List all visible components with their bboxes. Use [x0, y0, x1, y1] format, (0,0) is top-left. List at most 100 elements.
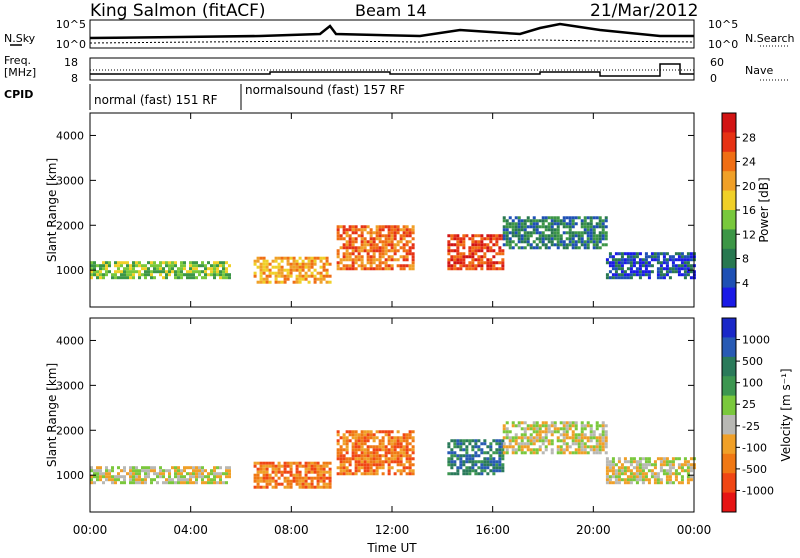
- echo-cell: [471, 264, 475, 268]
- echo-cell: [114, 475, 117, 479]
- echo-cell: [608, 264, 612, 268]
- echo-cell: [262, 262, 266, 266]
- echo-cell: [363, 433, 367, 437]
- echo-cell: [360, 439, 364, 443]
- echo-cell: [498, 460, 502, 464]
- echo-cell: [471, 463, 475, 467]
- echo-cell: [511, 228, 515, 232]
- echo-cell: [553, 216, 557, 220]
- echo-cell: [459, 243, 463, 247]
- echo-cell: [571, 451, 575, 455]
- echo-cell: [274, 464, 278, 468]
- echo-cell: [328, 476, 332, 480]
- echo-cell: [289, 265, 293, 269]
- echo-cell: [659, 457, 663, 461]
- echo-cell: [447, 258, 451, 262]
- echo-cell: [671, 481, 675, 485]
- echo-cell: [357, 448, 361, 452]
- echo-cell: [498, 249, 502, 253]
- echo-cell: [580, 237, 584, 241]
- echo-cell: [583, 243, 587, 247]
- echo-cell: [348, 246, 352, 250]
- echo-cell: [456, 249, 460, 253]
- echo-cell: [626, 252, 630, 256]
- echo-cell: [177, 273, 180, 277]
- noise-left-tick-bottom: 10^0: [56, 38, 86, 51]
- echo-cell: [517, 222, 521, 226]
- echo-cell: [381, 255, 385, 259]
- echo-cell: [574, 424, 578, 428]
- echo-cell: [357, 249, 361, 253]
- echo-cell: [553, 231, 557, 235]
- echo-cell: [532, 436, 536, 440]
- echo-cell: [674, 267, 678, 271]
- echo-cell: [550, 231, 554, 235]
- echo-cell: [207, 261, 210, 265]
- echo-cell: [102, 472, 105, 476]
- echo-cell: [123, 267, 126, 271]
- echo-cell: [147, 261, 150, 265]
- echo-cell: [686, 264, 690, 268]
- echo-cell: [262, 476, 266, 480]
- echo-cell: [351, 264, 355, 268]
- echo-cell: [342, 454, 346, 458]
- echo-cell: [453, 454, 457, 458]
- echo-cell: [316, 464, 320, 468]
- colorbar-segment: [722, 376, 736, 397]
- echo-cell: [339, 246, 343, 250]
- echo-cell: [541, 451, 545, 455]
- echo-cell: [495, 237, 499, 241]
- echo-cell: [520, 222, 524, 226]
- echo-cell: [486, 243, 490, 247]
- echo-cell: [562, 436, 566, 440]
- echo-cell: [620, 469, 624, 473]
- echo-cell: [517, 231, 521, 235]
- echo-cell: [480, 466, 484, 470]
- echo-cell: [256, 485, 260, 489]
- echo-cell: [307, 268, 311, 272]
- echo-cell: [592, 448, 596, 452]
- echo-cell: [396, 457, 400, 461]
- echo-cell: [120, 469, 123, 473]
- echo-cell: [295, 265, 299, 269]
- echo-cell: [501, 448, 505, 452]
- echo-cell: [372, 255, 376, 259]
- echo-cell: [186, 270, 189, 274]
- echo-cell: [592, 246, 596, 250]
- echo-cell: [372, 451, 376, 455]
- echo-cell: [360, 442, 364, 446]
- echo-cell: [450, 463, 454, 467]
- echo-cell: [378, 252, 382, 256]
- echo-cell: [354, 228, 358, 232]
- echo-cell: [366, 457, 370, 461]
- echo-cell: [471, 466, 475, 470]
- echo-cell: [659, 463, 663, 467]
- echo-cell: [298, 271, 302, 275]
- echo-cell: [393, 451, 397, 455]
- echo-cell: [363, 243, 367, 247]
- echo-cell: [586, 222, 590, 226]
- echo-cell: [517, 246, 521, 250]
- echo-cell: [342, 439, 346, 443]
- echo-cell: [614, 258, 618, 262]
- echo-cell: [450, 460, 454, 464]
- echo-cell: [283, 277, 287, 281]
- echo-cell: [408, 433, 412, 437]
- echo-cell: [489, 454, 493, 458]
- echo-cell: [292, 479, 296, 483]
- echo-cell: [378, 454, 382, 458]
- echo-cell: [453, 451, 457, 455]
- echo-cell: [529, 219, 533, 223]
- echo-cell: [480, 463, 484, 467]
- echo-cell: [468, 469, 472, 473]
- echo-cell: [322, 464, 326, 468]
- echo-cell: [689, 475, 693, 479]
- echo-cell: [680, 475, 684, 479]
- echo-cell: [635, 252, 639, 256]
- echo-cell: [165, 270, 168, 274]
- echo-cell: [219, 475, 222, 479]
- echo-cell: [304, 461, 308, 465]
- echo-cell: [274, 277, 278, 281]
- echo-cell: [632, 264, 636, 268]
- echo-cell: [468, 252, 472, 256]
